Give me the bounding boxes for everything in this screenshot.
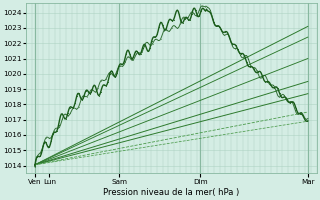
X-axis label: Pression niveau de la mer( hPa ): Pression niveau de la mer( hPa ) xyxy=(103,188,239,197)
